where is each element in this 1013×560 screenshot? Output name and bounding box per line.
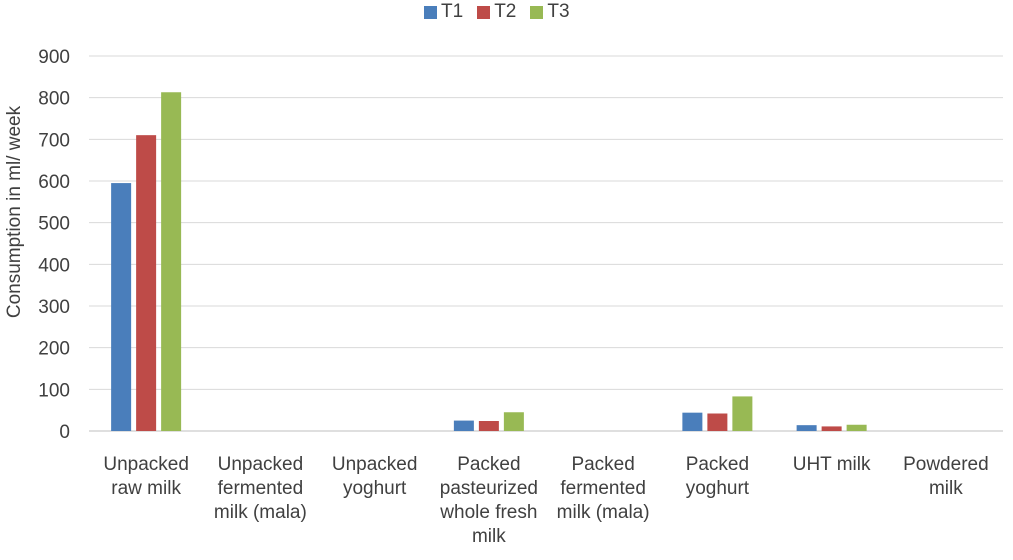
bar-t2: [478, 421, 499, 431]
y-tick-label: 0: [59, 422, 70, 443]
bar-t2: [136, 135, 157, 431]
y-tick-label: 200: [38, 339, 70, 360]
legend-item-t1: T1: [424, 1, 463, 23]
bar-t3: [732, 396, 753, 431]
bar-t3: [503, 412, 524, 431]
bar-t3: [846, 424, 867, 431]
x-tick-label: Unpacked fermented milk (mala): [214, 454, 307, 523]
bar-t2: [707, 413, 728, 431]
x-tick-label: Packed yoghurt: [686, 454, 750, 499]
legend: T1 T2 T3: [424, 1, 570, 23]
bar-t1: [796, 425, 817, 431]
legend-item-t2: T2: [477, 1, 516, 23]
y-tick-label: 700: [38, 130, 70, 151]
x-tick-label: Unpacked yoghurt: [332, 454, 418, 499]
legend-swatch-t3: [530, 5, 544, 19]
legend-swatch-t2: [477, 5, 491, 19]
y-tick-label: 100: [38, 380, 70, 401]
x-tick-label: Packed fermented milk (mala): [557, 454, 650, 523]
bar-t1: [111, 183, 132, 431]
y-tick-label: 500: [38, 214, 70, 235]
x-tick-label: UHT milk: [793, 454, 871, 475]
y-tick-label: 300: [38, 297, 70, 318]
bar-t3: [161, 92, 182, 431]
y-tick-label: 800: [38, 89, 70, 110]
legend-swatch-t1: [424, 5, 437, 19]
x-tick-label: Packed pasteurized whole fresh milk: [439, 454, 538, 547]
bar-t1: [682, 412, 703, 431]
bar-t1: [453, 420, 474, 431]
y-tick-label: 600: [38, 172, 70, 193]
legend-label-t2: T2: [494, 1, 517, 22]
y-tick-label: 900: [38, 47, 70, 68]
legend-item-t3: T3: [530, 1, 570, 23]
legend-label-t3: T3: [547, 1, 570, 22]
x-tick-label: Powdered milk: [903, 454, 989, 499]
x-tick-label: Unpacked raw milk: [103, 454, 189, 499]
legend-label-t1: T1: [441, 1, 464, 22]
y-tick-label: 400: [38, 255, 70, 276]
bar-t2: [821, 426, 842, 431]
